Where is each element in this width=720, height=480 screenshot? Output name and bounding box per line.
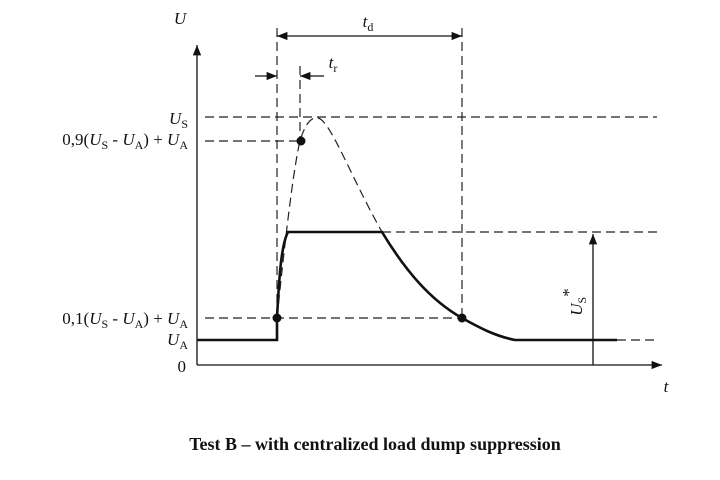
label-part: * <box>559 288 578 297</box>
caption: Test B – with centralized load dump supp… <box>189 434 561 454</box>
label-part: U <box>167 130 181 149</box>
label-part: d <box>367 20 373 34</box>
label-part: U <box>169 109 183 128</box>
td-label: td <box>363 12 374 34</box>
label-part: ) + <box>143 309 167 328</box>
label-part: 0,9( <box>62 130 89 149</box>
point <box>457 313 467 323</box>
label-part: U <box>89 130 103 149</box>
label-part: S <box>101 138 108 152</box>
level-label: US <box>169 109 188 131</box>
label-part: U <box>122 130 136 149</box>
point <box>272 313 282 323</box>
label-part: - <box>108 309 122 328</box>
label-part: U <box>167 309 181 328</box>
point <box>296 136 306 146</box>
x-axis-label: t <box>664 377 670 396</box>
label-part: A <box>179 317 188 331</box>
label-part: A <box>179 138 188 152</box>
label-part: A <box>135 317 144 331</box>
label-part: U <box>567 302 586 316</box>
label-part: - <box>108 130 122 149</box>
level-label: UA <box>167 330 188 352</box>
label-part: U <box>167 330 181 349</box>
level-label: 0,1(US - UA) + UA <box>62 309 188 331</box>
label-part: t <box>329 53 335 72</box>
label-part: S <box>575 297 589 304</box>
waveform <box>197 230 617 342</box>
level-label: 0,9(US - UA) + UA <box>62 130 188 152</box>
label-part: S <box>101 317 108 331</box>
y-axis-label: U <box>174 9 188 28</box>
label-part: ) + <box>143 130 167 149</box>
us-star-label: US* <box>559 288 589 315</box>
label-part: 0,1( <box>62 309 89 328</box>
label-part: r <box>333 61 337 75</box>
label-part: S <box>181 117 188 131</box>
label-part: A <box>135 138 144 152</box>
label-part: t <box>363 12 369 31</box>
tr-label: tr <box>329 53 338 75</box>
level-label: 0 <box>178 357 187 376</box>
label-part: U <box>122 309 136 328</box>
label-part: A <box>179 338 188 352</box>
label-part: U <box>89 309 103 328</box>
